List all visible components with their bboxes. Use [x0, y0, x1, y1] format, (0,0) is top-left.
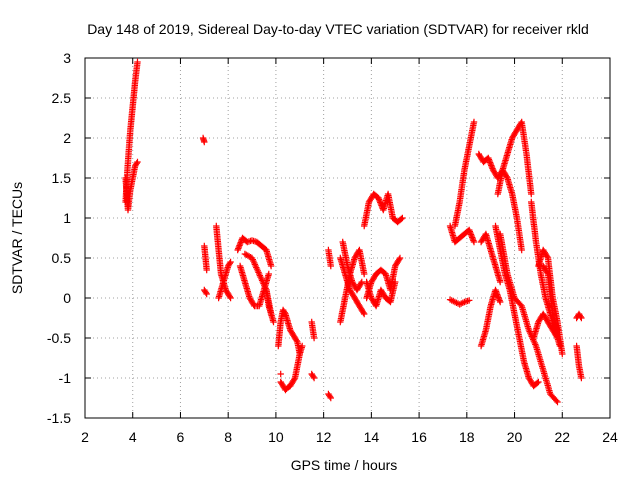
plus-marks	[477, 286, 504, 350]
y-tick-label: 2.5	[52, 90, 72, 106]
series-sat-l2	[477, 230, 504, 286]
plus-marks	[363, 278, 399, 310]
plus-marks	[215, 258, 234, 302]
x-tick-labels: 2 4 6 8 10 12 14 16 18 20 22 24	[81, 429, 618, 445]
plus-marks	[477, 230, 504, 286]
plus-marks	[540, 262, 561, 334]
x-tick-label: 4	[129, 429, 137, 445]
series-sat-f2	[277, 342, 306, 394]
y-tick-label: 1.5	[52, 170, 72, 186]
series-sat-a2	[122, 158, 141, 214]
series-sat-i2	[337, 254, 368, 318]
series-sat-j3	[363, 278, 399, 310]
series-sat-e	[234, 234, 275, 270]
series-sat-k2	[451, 118, 478, 230]
series-sat-g	[308, 318, 318, 342]
series-sat-c	[201, 242, 210, 274]
plus-marks	[361, 190, 406, 230]
y-tick-label: -1	[59, 370, 72, 386]
plus-marks	[308, 370, 318, 382]
plus-marks	[573, 310, 585, 322]
x-tick-label: 14	[364, 429, 380, 445]
x-tick-label: 12	[316, 429, 332, 445]
y-tick-label: 0.5	[52, 250, 72, 266]
x-tick-label: 16	[411, 429, 427, 445]
plus-marks	[573, 342, 585, 382]
series-sat-k3	[446, 296, 473, 308]
y-tick-label: 3	[63, 50, 71, 66]
plus-marks	[451, 118, 478, 230]
data-marks	[122, 58, 585, 406]
plus-marks	[122, 158, 141, 214]
plus-marks	[325, 390, 334, 402]
series-sat-f	[275, 306, 303, 358]
plus-marks	[275, 306, 303, 358]
y-axis-title: SDTVAR / TECUs	[9, 182, 25, 294]
y-tick-label: 1	[63, 210, 71, 226]
axis-ticks	[84, 57, 611, 419]
grid	[85, 58, 610, 418]
plus-marks	[277, 370, 284, 378]
plus-marks	[263, 286, 277, 326]
series-sat-n2	[530, 310, 561, 342]
plus-marks	[234, 234, 275, 270]
plus-marks	[446, 222, 478, 246]
x-axis-title: GPS time / hours	[291, 457, 398, 473]
plus-marks	[308, 318, 318, 342]
series-sat-c2	[201, 286, 210, 298]
plus-marks	[339, 238, 365, 294]
x-tick-label: 20	[507, 429, 523, 445]
series-sat-h2	[325, 390, 334, 402]
y-tick-label: 2	[63, 130, 71, 146]
y-tick-label: 0	[63, 290, 71, 306]
plot-frame	[84, 57, 611, 419]
series-sat-h	[325, 246, 334, 270]
x-tick-label: 8	[224, 429, 232, 445]
series-sat-j	[361, 190, 406, 230]
series-sat-o2	[573, 342, 585, 382]
plus-marks	[337, 254, 368, 318]
series-sat-m	[494, 118, 535, 198]
series-sat-b	[199, 134, 208, 146]
plus-marks	[325, 246, 334, 270]
plus-marks	[201, 286, 210, 298]
plus-marks	[497, 230, 561, 406]
series-sat-k	[446, 222, 478, 246]
series-sat-f3	[277, 370, 284, 378]
series-sat-n4	[540, 262, 561, 334]
plus-marks	[530, 310, 561, 342]
plus-marks	[277, 342, 306, 394]
x-tick-label: 18	[459, 429, 475, 445]
series-sat-i3	[339, 238, 365, 294]
plus-marks	[494, 118, 535, 198]
series-sat-o	[573, 310, 585, 322]
y-tick-label: -0.5	[47, 330, 71, 346]
x-tick-label: 2	[81, 429, 89, 445]
plus-marks	[201, 242, 210, 274]
plus-marks	[199, 134, 208, 146]
x-tick-label: 24	[602, 429, 618, 445]
x-tick-label: 6	[177, 429, 185, 445]
x-tick-label: 22	[554, 429, 570, 445]
series-sat-g2	[308, 370, 318, 382]
chart-title: Day 148 of 2019, Sidereal Day-to-day VTE…	[87, 21, 589, 37]
series-sat-e4	[263, 286, 277, 326]
plus-marks	[446, 296, 473, 308]
y-tick-label: -1.5	[47, 410, 71, 426]
y-tick-labels: -1.5 -1 -0.5 0 0.5 1 1.5 2 2.5 3	[47, 50, 71, 426]
series-sat-d2	[215, 258, 234, 302]
x-tick-label: 10	[268, 429, 284, 445]
series-sat-m3	[497, 230, 561, 406]
series-sat-l3	[477, 286, 504, 350]
